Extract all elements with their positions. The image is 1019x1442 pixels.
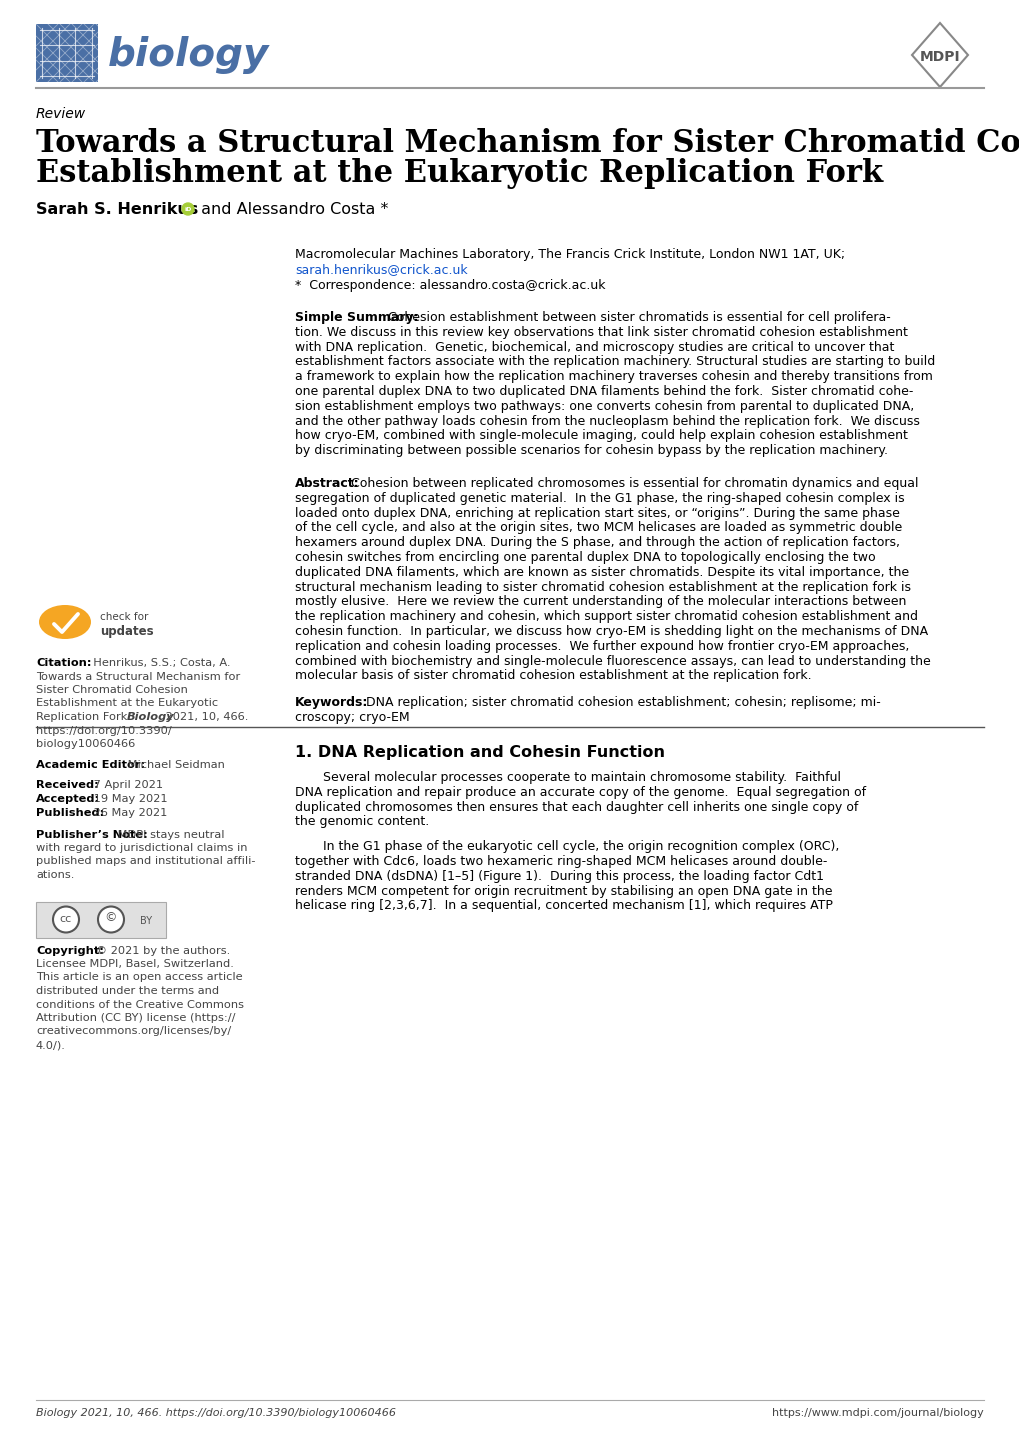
Circle shape xyxy=(98,907,124,933)
Text: duplicated DNA filaments, which are known as sister chromatids. Despite its vita: duplicated DNA filaments, which are know… xyxy=(294,565,908,578)
Text: Towards a Structural Mechanism for Sister Chromatid Cohesion: Towards a Structural Mechanism for Siste… xyxy=(36,128,1019,159)
Text: Publisher’s Note:: Publisher’s Note: xyxy=(36,829,148,839)
Text: Attribution (CC BY) license (https://: Attribution (CC BY) license (https:// xyxy=(36,1012,235,1022)
Text: loaded onto duplex DNA, enriching at replication start sites, or “origins”. Duri: loaded onto duplex DNA, enriching at rep… xyxy=(294,506,899,519)
Text: cohesin function.  In particular, we discuss how cryo-EM is shedding light on th: cohesin function. In particular, we disc… xyxy=(294,624,927,637)
Text: tion. We discuss in this review key observations that link sister chromatid cohe: tion. We discuss in this review key obse… xyxy=(294,326,907,339)
Text: https://www.mdpi.com/journal/biology: https://www.mdpi.com/journal/biology xyxy=(771,1407,983,1417)
Text: with regard to jurisdictional claims in: with regard to jurisdictional claims in xyxy=(36,844,248,854)
Text: Cohesion between replicated chromosomes is essential for chromatin dynamics and : Cohesion between replicated chromosomes … xyxy=(351,477,917,490)
Text: Simple Summary:: Simple Summary: xyxy=(294,311,418,324)
Text: molecular basis of sister chromatid cohesion establishment at the replication fo: molecular basis of sister chromatid cohe… xyxy=(294,669,811,682)
Text: 19 May 2021: 19 May 2021 xyxy=(90,795,167,805)
Text: biology: biology xyxy=(108,36,269,74)
Text: Cohesion establishment between sister chromatids is essential for cell prolifera: Cohesion establishment between sister ch… xyxy=(387,311,890,324)
Text: 4.0/).: 4.0/). xyxy=(36,1040,66,1050)
Text: This article is an open access article: This article is an open access article xyxy=(36,972,243,982)
Text: hexamers around duplex DNA. During the S phase, and through the action of replic: hexamers around duplex DNA. During the S… xyxy=(294,536,899,549)
Text: by discriminating between possible scenarios for cohesin bypass by the replicati: by discriminating between possible scena… xyxy=(294,444,888,457)
Text: updates: updates xyxy=(100,624,154,637)
Text: DNA replication; sister chromatid cohesion establishment; cohesin; replisome; mi: DNA replication; sister chromatid cohesi… xyxy=(358,696,879,709)
FancyBboxPatch shape xyxy=(36,25,98,82)
Polygon shape xyxy=(911,23,967,87)
Text: Towards a Structural Mechanism for: Towards a Structural Mechanism for xyxy=(36,672,240,682)
Text: the replication machinery and cohesin, which support sister chromatid cohesion e: the replication machinery and cohesin, w… xyxy=(294,610,917,623)
Text: Sister Chromatid Cohesion: Sister Chromatid Cohesion xyxy=(36,685,187,695)
Text: published maps and institutional affili-: published maps and institutional affili- xyxy=(36,857,255,867)
Text: ations.: ations. xyxy=(36,870,74,880)
Text: structural mechanism leading to sister chromatid cohesion establishment at the r: structural mechanism leading to sister c… xyxy=(294,581,910,594)
Text: Accepted:: Accepted: xyxy=(36,795,100,805)
Text: ©: © xyxy=(105,911,117,924)
Text: DNA replication and repair produce an accurate copy of the genome.  Equal segreg: DNA replication and repair produce an ac… xyxy=(294,786,865,799)
Text: *  Correspondence: alessandro.costa@crick.ac.uk: * Correspondence: alessandro.costa@crick… xyxy=(294,278,605,291)
Text: mostly elusive.  Here we review the current understanding of the molecular inter: mostly elusive. Here we review the curre… xyxy=(294,596,906,609)
Text: biology10060466: biology10060466 xyxy=(36,738,136,748)
Text: creativecommons.org/licenses/by/: creativecommons.org/licenses/by/ xyxy=(36,1027,231,1037)
Text: Keywords:: Keywords: xyxy=(294,696,368,709)
Text: iD: iD xyxy=(184,208,192,212)
Text: Macromolecular Machines Laboratory, The Francis Crick Institute, London NW1 1AT,: Macromolecular Machines Laboratory, The … xyxy=(294,248,845,261)
Text: together with Cdc6, loads two hexameric ring-shaped MCM helicases around double-: together with Cdc6, loads two hexameric … xyxy=(294,855,826,868)
Circle shape xyxy=(53,907,78,933)
Text: In the G1 phase of the eukaryotic cell cycle, the origin recognition complex (OR: In the G1 phase of the eukaryotic cell c… xyxy=(323,841,839,854)
Text: Several molecular processes cooperate to maintain chromosome stability.  Faithfu: Several molecular processes cooperate to… xyxy=(323,771,841,784)
Text: and the other pathway loads cohesin from the nucleoplasm behind the replication : and the other pathway loads cohesin from… xyxy=(294,415,919,428)
Text: BY: BY xyxy=(140,917,152,927)
Text: and Alessandro Costa *: and Alessandro Costa * xyxy=(196,202,388,216)
Text: © 2021 by the authors.: © 2021 by the authors. xyxy=(92,946,230,956)
Text: 2021, 10, 466.: 2021, 10, 466. xyxy=(162,712,249,722)
Text: Sarah S. Henrikus: Sarah S. Henrikus xyxy=(36,202,198,216)
Text: Establishment at the Eukaryotic Replication Fork: Establishment at the Eukaryotic Replicat… xyxy=(36,159,882,189)
Text: croscopy; cryo-EM: croscopy; cryo-EM xyxy=(294,711,410,724)
Text: Licensee MDPI, Basel, Switzerland.: Licensee MDPI, Basel, Switzerland. xyxy=(36,959,233,969)
Text: conditions of the Creative Commons: conditions of the Creative Commons xyxy=(36,999,244,1009)
Text: establishment factors associate with the replication machinery. Structural studi: establishment factors associate with the… xyxy=(294,355,934,368)
Text: 1. DNA Replication and Cohesin Function: 1. DNA Replication and Cohesin Function xyxy=(294,746,664,760)
Ellipse shape xyxy=(39,606,91,639)
Text: Establishment at the Eukaryotic: Establishment at the Eukaryotic xyxy=(36,698,218,708)
Text: Henrikus, S.S.; Costa, A.: Henrikus, S.S.; Costa, A. xyxy=(86,658,230,668)
Text: distributed under the terms and: distributed under the terms and xyxy=(36,986,219,996)
Text: Received:: Received: xyxy=(36,780,99,790)
Text: MDPI: MDPI xyxy=(919,50,959,63)
Text: one parental duplex DNA to two duplicated DNA filaments behind the fork.  Sister: one parental duplex DNA to two duplicate… xyxy=(294,385,912,398)
Text: sion establishment employs two pathways: one converts cohesin from parental to d: sion establishment employs two pathways:… xyxy=(294,399,913,412)
Text: cohesin switches from encircling one parental duplex DNA to topologically enclos: cohesin switches from encircling one par… xyxy=(294,551,874,564)
Text: how cryo-EM, combined with single-molecule imaging, could help explain cohesion : how cryo-EM, combined with single-molecu… xyxy=(294,430,907,443)
Text: Copyright:: Copyright: xyxy=(36,946,104,956)
Text: renders MCM competent for origin recruitment by stabilising an open DNA gate in : renders MCM competent for origin recruit… xyxy=(294,884,832,897)
Text: stranded DNA (dsDNA) [1–5] (Figure 1).  During this process, the loading factor : stranded DNA (dsDNA) [1–5] (Figure 1). D… xyxy=(294,870,823,883)
Text: Citation:: Citation: xyxy=(36,658,92,668)
Text: Academic Editor:: Academic Editor: xyxy=(36,760,145,770)
Circle shape xyxy=(181,203,194,215)
Text: the genomic content.: the genomic content. xyxy=(294,815,429,828)
FancyBboxPatch shape xyxy=(36,901,166,937)
Text: cc: cc xyxy=(60,914,72,924)
Text: https://doi.org/10.3390/: https://doi.org/10.3390/ xyxy=(36,725,171,735)
Text: 7 April 2021: 7 April 2021 xyxy=(90,780,163,790)
Text: a framework to explain how the replication machinery traverses cohesin and there: a framework to explain how the replicati… xyxy=(294,371,932,384)
Text: segregation of duplicated genetic material.  In the G1 phase, the ring-shaped co: segregation of duplicated genetic materi… xyxy=(294,492,904,505)
Text: replication and cohesin loading processes.  We further expound how frontier cryo: replication and cohesin loading processe… xyxy=(294,640,909,653)
Text: Biology 2021, 10, 466. https://doi.org/10.3390/biology10060466: Biology 2021, 10, 466. https://doi.org/1… xyxy=(36,1407,395,1417)
Text: Review: Review xyxy=(36,107,86,121)
Text: Replication Fork.: Replication Fork. xyxy=(36,712,139,722)
Text: with DNA replication.  Genetic, biochemical, and microscopy studies are critical: with DNA replication. Genetic, biochemic… xyxy=(294,340,894,353)
Text: Biology: Biology xyxy=(127,712,174,722)
Text: of the cell cycle, and also at the origin sites, two MCM helicases are loaded as: of the cell cycle, and also at the origi… xyxy=(294,522,902,535)
Text: duplicated chromosomes then ensures that each daughter cell inherits one single : duplicated chromosomes then ensures that… xyxy=(294,800,858,813)
Text: combined with biochemistry and single-molecule fluorescence assays, can lead to : combined with biochemistry and single-mo… xyxy=(294,655,930,668)
Text: check for: check for xyxy=(100,611,148,622)
Text: MDPI stays neutral: MDPI stays neutral xyxy=(114,829,224,839)
Text: sarah.henrikus@crick.ac.uk: sarah.henrikus@crick.ac.uk xyxy=(294,264,467,277)
Text: Abstract:: Abstract: xyxy=(294,477,360,490)
Text: 26 May 2021: 26 May 2021 xyxy=(90,808,167,818)
Text: Michael Seidman: Michael Seidman xyxy=(124,760,224,770)
Text: helicase ring [2,3,6,7].  In a sequential, concerted mechanism [1], which requir: helicase ring [2,3,6,7]. In a sequential… xyxy=(294,900,833,913)
Text: Published:: Published: xyxy=(36,808,104,818)
